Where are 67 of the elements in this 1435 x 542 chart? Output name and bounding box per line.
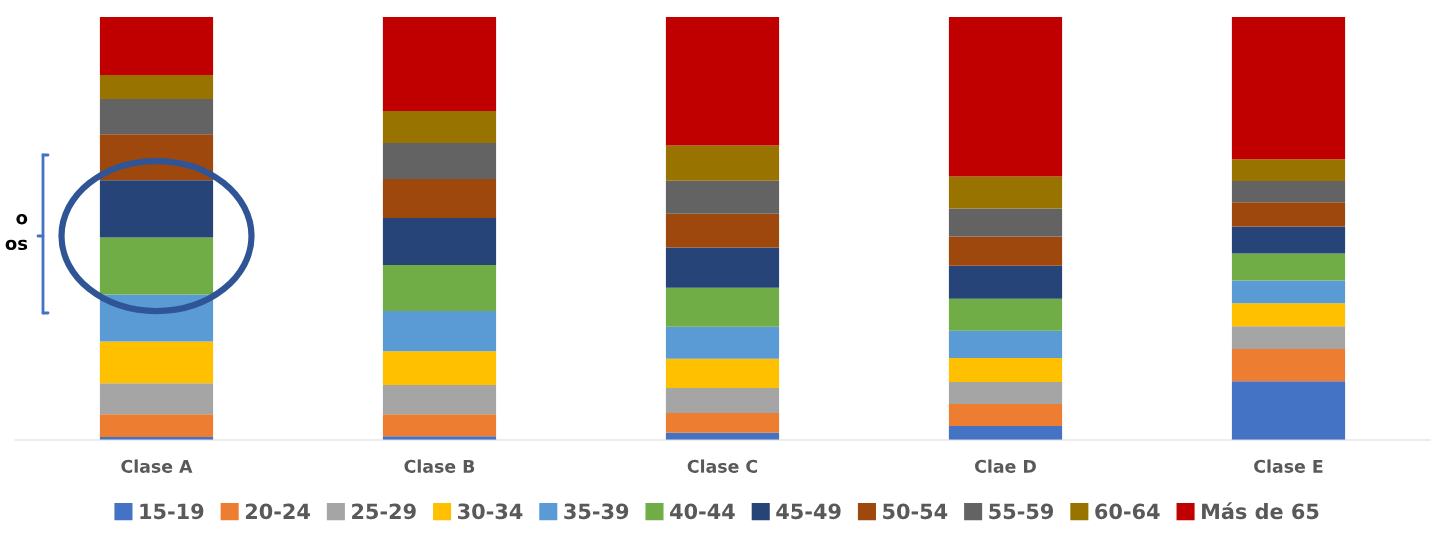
bar bbox=[948, 357, 1063, 383]
bar bbox=[99, 414, 214, 438]
bar bbox=[948, 17, 1063, 177]
bar bbox=[665, 247, 780, 288]
bar bbox=[665, 387, 780, 413]
bar bbox=[665, 180, 780, 214]
bar bbox=[382, 110, 497, 144]
bar bbox=[948, 382, 1063, 405]
legend-label: 25-29 bbox=[352, 503, 416, 520]
bar bbox=[1231, 226, 1346, 254]
bar bbox=[948, 426, 1063, 440]
bar bbox=[382, 217, 497, 265]
x-tick-label: Clase C bbox=[687, 459, 758, 473]
bar bbox=[1231, 202, 1346, 227]
bar bbox=[99, 17, 214, 75]
x-tick-label: Clase E bbox=[1254, 459, 1323, 473]
legend-label: 35-39 bbox=[564, 503, 629, 520]
legend-label: 15-19 bbox=[140, 503, 204, 520]
x-tick-label: Clase A bbox=[121, 459, 193, 473]
x-tick-label: Clae D bbox=[975, 459, 1036, 473]
x-tick-label: Clase B bbox=[404, 459, 475, 473]
bar bbox=[1231, 303, 1346, 327]
bar bbox=[948, 176, 1063, 209]
bar bbox=[1231, 381, 1346, 440]
legend-label: 55-59 bbox=[989, 503, 1054, 520]
bar bbox=[1231, 253, 1346, 281]
legend-label: 60-64 bbox=[1095, 503, 1160, 520]
bar bbox=[948, 298, 1063, 331]
bar bbox=[99, 341, 214, 384]
legend-label: Más de 65 bbox=[1202, 502, 1319, 520]
legend-label: 20-24 bbox=[245, 503, 310, 520]
bar bbox=[665, 412, 780, 433]
bar bbox=[1231, 326, 1346, 350]
bar bbox=[1231, 159, 1346, 182]
bar bbox=[99, 180, 214, 238]
bar bbox=[99, 74, 214, 100]
bar bbox=[382, 17, 497, 111]
bar bbox=[665, 145, 780, 181]
bar bbox=[382, 351, 497, 386]
bar bbox=[1231, 280, 1346, 304]
bar bbox=[382, 310, 497, 352]
bar bbox=[665, 17, 780, 146]
bar bbox=[665, 326, 780, 359]
bar bbox=[948, 330, 1063, 358]
bar bbox=[99, 237, 214, 295]
bar bbox=[382, 179, 497, 218]
bar bbox=[99, 383, 214, 415]
bar bbox=[382, 143, 497, 180]
bar bbox=[1231, 349, 1346, 382]
annotation: o os bbox=[5, 214, 28, 251]
legend-label: 50-54 bbox=[883, 503, 948, 520]
legend-label: 30-34 bbox=[458, 503, 523, 520]
bar bbox=[382, 264, 497, 311]
bar bbox=[665, 287, 780, 327]
bar bbox=[665, 358, 780, 388]
bar bbox=[948, 265, 1063, 299]
legend-label: 40-44 bbox=[670, 503, 735, 520]
bar bbox=[382, 385, 497, 415]
bar bbox=[1231, 181, 1346, 203]
bar bbox=[948, 236, 1063, 266]
legend-label: 45-49 bbox=[776, 503, 841, 520]
bar bbox=[665, 213, 780, 248]
bar bbox=[99, 99, 214, 135]
bar bbox=[382, 414, 497, 437]
bar bbox=[1231, 17, 1346, 160]
bar bbox=[948, 208, 1063, 237]
bar bbox=[948, 404, 1063, 427]
